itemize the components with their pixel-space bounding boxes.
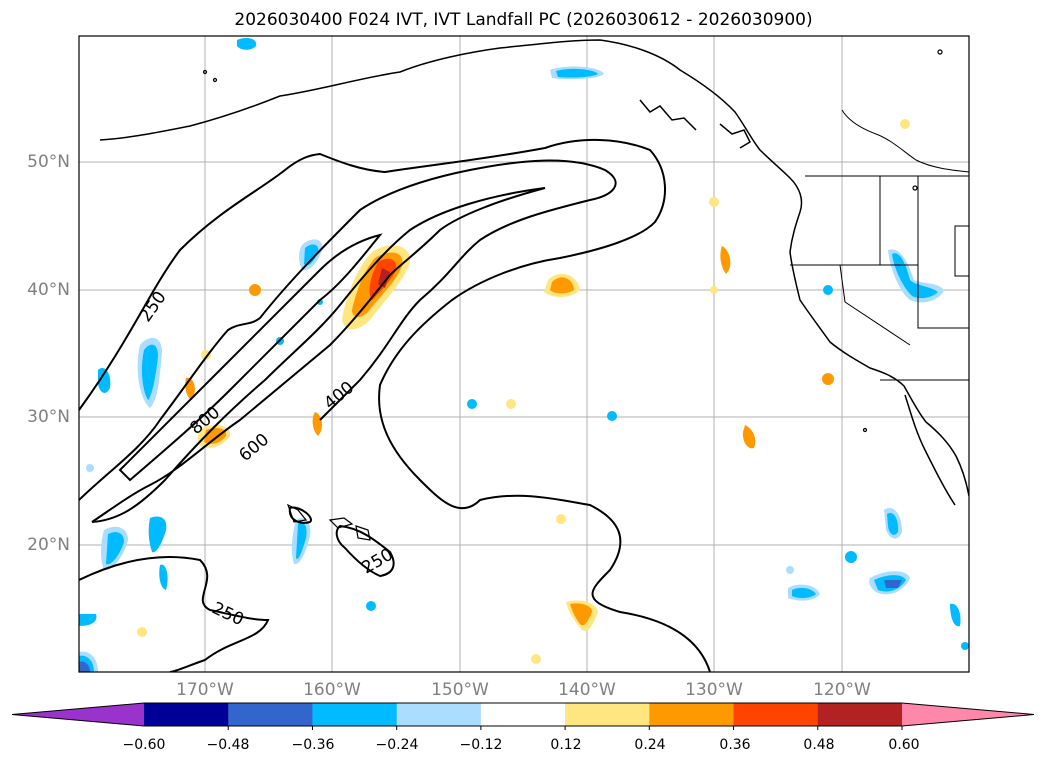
- colorbar-tick: 0.24: [634, 737, 666, 753]
- lon-label-170w: 170°W: [176, 680, 234, 700]
- country-borders: [790, 109, 969, 381]
- negative-pc-fills: [79, 38, 969, 672]
- contour-800: [118, 233, 383, 482]
- map-title: 2026030400 F024 IVT, IVT Landfall PC (20…: [234, 10, 813, 30]
- colorbar-tick: −0.48: [206, 737, 250, 753]
- contour-400: [79, 159, 617, 501]
- islands: [202, 49, 943, 541]
- colorbar-segment: [228, 703, 313, 726]
- colorbar-tick: 0.48: [803, 737, 835, 753]
- colorbar-tick: −0.12: [459, 737, 503, 753]
- colorbar-tick: 0.60: [888, 737, 920, 753]
- colorbar-segment: [144, 703, 229, 726]
- contour-label-250-south: 250: [209, 598, 247, 630]
- colorbar-segment: [733, 703, 819, 726]
- colorbar-segment: [649, 703, 735, 726]
- colorbar-segment: [312, 703, 398, 726]
- lon-label-130w: 130°W: [685, 680, 743, 700]
- colorbar-segment: [480, 703, 566, 726]
- lat-label-40n: 40°N: [27, 280, 70, 300]
- map-frame: [78, 35, 970, 673]
- colorbar-segment: [565, 703, 650, 726]
- lon-label-150w: 150°W: [431, 680, 489, 700]
- colorbar-segment: [817, 703, 903, 726]
- gridlines: [79, 36, 969, 672]
- colorbar-tick: −0.36: [291, 737, 335, 753]
- colorbar-tick: −0.60: [122, 737, 166, 753]
- colorbar-tick: 0.12: [550, 737, 582, 753]
- colorbar: [11, 702, 1035, 730]
- contour-250-south: [79, 555, 270, 672]
- lat-label-30n: 30°N: [27, 407, 70, 427]
- colorbar-extend-high: [902, 703, 1034, 726]
- contour-600: [91, 187, 546, 523]
- colorbar-segment: [396, 703, 482, 726]
- lon-label-120w: 120°W: [813, 680, 871, 700]
- coastlines: [99, 39, 969, 506]
- contour-250-main: [79, 138, 711, 672]
- contour-label-250-nw: 250: [136, 288, 171, 326]
- colorbar-tick: −0.24: [375, 737, 419, 753]
- lat-label-50n: 50°N: [27, 152, 70, 172]
- positive-pc-fills: [137, 119, 910, 664]
- colorbar-outline: [11, 702, 1035, 727]
- contour-label-400: 400: [320, 378, 358, 414]
- lon-label-140w: 140°W: [558, 680, 616, 700]
- ivt-contours: [79, 138, 711, 672]
- contour-label-600: 600: [235, 430, 273, 466]
- colorbar-tick: 0.36: [719, 737, 751, 753]
- lat-label-20n: 20°N: [27, 535, 70, 555]
- contour-label-250-hawaii: 250: [359, 545, 397, 579]
- colorbar-extend-low: [12, 703, 144, 726]
- lon-label-160w: 160°W: [303, 680, 361, 700]
